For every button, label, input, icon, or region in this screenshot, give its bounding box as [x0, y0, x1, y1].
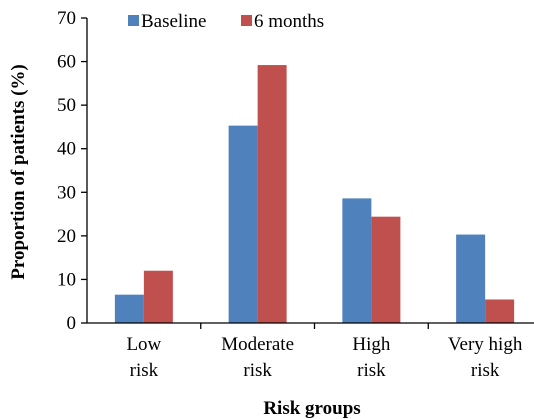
legend-swatch-6-months: [241, 15, 252, 26]
bar-6-months-1: [258, 65, 287, 323]
y-tick-label-60: 60: [57, 52, 76, 73]
y-tick-label-40: 40: [57, 139, 76, 160]
x-tick-label-3-0: Very high: [448, 334, 523, 355]
y-tick-label-30: 30: [57, 182, 76, 203]
x-tick-label-3-1: risk: [471, 360, 500, 381]
bar-baseline-3: [456, 235, 485, 323]
legend-swatch-baseline: [128, 15, 139, 26]
y-tick-label-0: 0: [67, 313, 77, 334]
x-tick-label-2-0: High: [352, 334, 391, 355]
y-tick-label-20: 20: [57, 226, 76, 247]
legend-label-6-months: 6 months: [254, 11, 324, 32]
x-tick-label-1-1: risk: [243, 360, 272, 381]
x-tick-label-0-1: risk: [130, 360, 159, 381]
legend: Baseline 6 months: [128, 11, 324, 32]
axes-group: 0 10 20 30 40 50 60 70 Low risk Moderate risk High ri…: [57, 8, 534, 381]
y-tick-label-70: 70: [57, 8, 76, 29]
bars-group: [115, 65, 514, 323]
x-tick-label-0-0: Low: [126, 334, 161, 355]
legend-label-baseline: Baseline: [141, 11, 206, 32]
x-tick-label-2-1: risk: [357, 360, 386, 381]
y-tick-label-10: 10: [57, 269, 76, 290]
x-axis-title: Risk groups: [263, 398, 360, 419]
bar-6-months-0: [144, 271, 173, 323]
y-tick-label-50: 50: [57, 95, 76, 116]
bar-baseline-2: [342, 198, 371, 323]
bar-6-months-3: [485, 299, 514, 323]
x-tick-label-1-0: Moderate: [221, 334, 294, 355]
bar-baseline-0: [115, 295, 144, 323]
bar-6-months-2: [371, 217, 400, 323]
bar-baseline-1: [229, 126, 258, 323]
y-axis-title: Proportion of patients (%): [8, 64, 29, 280]
